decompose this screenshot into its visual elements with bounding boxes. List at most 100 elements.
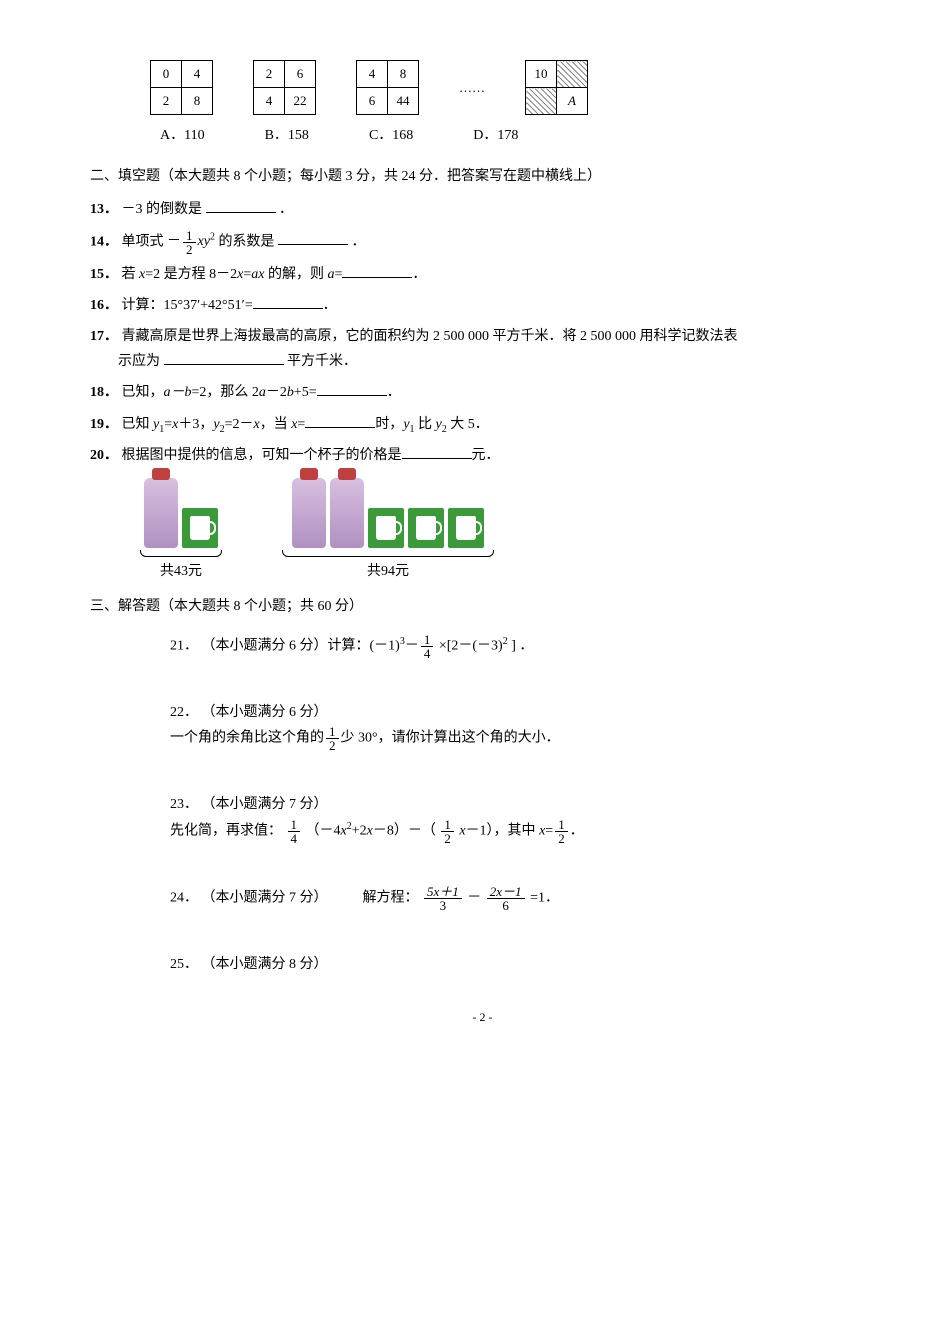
q-num: 17． [90, 329, 118, 344]
t: － [467, 890, 485, 905]
monomial: －12xy2 [167, 234, 215, 249]
t: =2，那么 2 [192, 385, 259, 400]
t: 示应为 [118, 354, 160, 369]
cup-icon [182, 508, 218, 548]
blank [164, 350, 284, 365]
t: =2 是方程 8－2 [145, 267, 237, 282]
cell: 2 [151, 88, 182, 115]
q-text: ． [279, 202, 293, 217]
grid-1: 04 28 [150, 60, 213, 115]
blank [402, 444, 472, 459]
q-num: 22． [170, 705, 198, 720]
t: = [164, 417, 172, 432]
t: 的解，则 [264, 267, 327, 282]
hatched-cell [557, 61, 588, 88]
q25: 25． （本小题满分 8 分） [170, 952, 875, 977]
q-num: 13． [90, 202, 118, 217]
t: 已知 [122, 417, 154, 432]
t: +5= [294, 385, 317, 400]
t: （本小题满分 6 分）计算：(－1) [202, 639, 400, 654]
t: 元． [472, 448, 500, 463]
t: = [297, 417, 305, 432]
t: －1），其中 [466, 823, 540, 838]
frac: 12 [555, 818, 568, 845]
cup-icon [408, 508, 444, 548]
t: 比 [415, 417, 436, 432]
product-figure: 共43元 共94元 [140, 478, 875, 584]
blank [342, 263, 412, 278]
cell-A: A [557, 88, 588, 115]
cell: 8 [182, 88, 213, 115]
cell: 44 [388, 88, 419, 115]
q-num: 24． [170, 890, 198, 905]
v: a [259, 385, 266, 400]
var: ax [251, 267, 264, 282]
t: 计算：15°37′+42°51′= [122, 298, 253, 313]
cell: 22 [285, 88, 316, 115]
section-2-heading: 二、填空题（本大题共 8 个小题；每小题 3 分，共 24 分．把答案写在题中横… [90, 164, 875, 189]
ellipsis: …… [459, 76, 485, 99]
q17: 17． 青藏高原是世界上海拔最高的高原，它的面积约为 2 500 000 平方千… [90, 324, 875, 374]
frac: 5x＋13 [424, 885, 462, 912]
thermos-icon [292, 478, 326, 548]
q-text: ． [351, 234, 365, 249]
blank [305, 413, 375, 428]
t: －2 [266, 385, 287, 400]
blank [317, 381, 387, 396]
price-label: 共94元 [282, 559, 494, 584]
t: 时， [375, 417, 403, 432]
t: 根据图中提供的信息，可知一个杯子的价格是 [122, 448, 402, 463]
t: 青藏高原是世界上海拔最高的高原，它的面积约为 2 500 000 平方千米．将 … [122, 329, 738, 344]
cell: 2 [254, 61, 285, 88]
blank [278, 230, 348, 245]
q-num: 19． [90, 417, 118, 432]
t: ×[2－(－3) [435, 639, 502, 654]
brace-icon [140, 550, 222, 557]
choice-b: B．158 [265, 123, 309, 148]
cell: 6 [357, 88, 388, 115]
q-text: 的系数是 [218, 234, 274, 249]
set-1: 共43元 [140, 478, 222, 584]
blank [206, 198, 276, 213]
price-label: 共43元 [140, 559, 222, 584]
grid-final: 10 A [525, 60, 588, 115]
t: ] ． [508, 639, 534, 654]
q15: 15． 若 x=2 是方程 8－2x=ax 的解，则 a=． [90, 262, 875, 287]
brace-icon [282, 550, 494, 557]
t: 少 30°，请你计算出这个角的大小． [341, 731, 560, 746]
var-A: A [568, 93, 576, 108]
q-num: 25． [170, 957, 198, 972]
section-3-heading: 三、解答题（本大题共 8 个小题；共 60 分） [90, 594, 875, 619]
hatched-cell [526, 88, 557, 115]
choice-d: D．178 [473, 123, 518, 148]
frac: 14 [421, 633, 434, 660]
t: （－4 [306, 823, 341, 838]
thermos-icon [144, 478, 178, 548]
page-number: - 2 - [90, 1007, 875, 1029]
set-2: 共94元 [282, 478, 494, 584]
pattern-grids: 04 28 2 6 422 48 644 …… 10 A [150, 60, 875, 115]
t: （本小题满分 8 分） [202, 957, 328, 972]
t: ＋3， [178, 417, 213, 432]
grid-3: 48 644 [356, 60, 419, 115]
choice-a: A．110 [160, 123, 205, 148]
t: = [545, 823, 553, 838]
q-num: 15． [90, 267, 118, 282]
t: （本小题满分 7 分） [202, 797, 328, 812]
t: +2 [352, 823, 367, 838]
t: ． [570, 823, 584, 838]
q13: 13． －3 的倒数是 ． [90, 197, 875, 222]
q18: 18． 已知，a－b=2，那么 2a－2b+5=． [90, 380, 875, 405]
cup-icon [368, 508, 404, 548]
q16: 16． 计算：15°37′+42°51′=． [90, 293, 875, 318]
cell: 0 [151, 61, 182, 88]
q-num: 16． [90, 298, 118, 313]
cell: 4 [254, 88, 285, 115]
frac: 12 [441, 818, 454, 845]
t: 一个角的余角比这个角的 [170, 731, 324, 746]
q14: 14． 单项式 －12xy2 的系数是 ． [90, 229, 875, 256]
q-text: －3 的倒数是 [122, 202, 203, 217]
q-num: 14． [90, 234, 118, 249]
t: －8）－（ [373, 823, 436, 838]
t: 平方千米． [287, 354, 357, 369]
